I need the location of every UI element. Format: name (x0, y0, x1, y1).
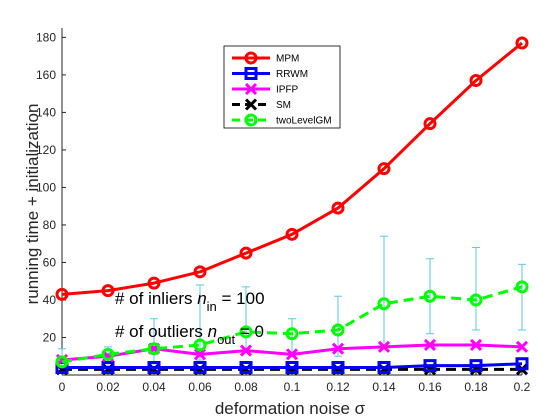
legend-marker (244, 67, 258, 80)
data-point (239, 246, 253, 260)
y-tick-label: 20 (43, 330, 57, 344)
y-tick-label: 100 (36, 180, 56, 194)
data-point (147, 276, 161, 290)
series-layer (55, 36, 529, 376)
legend-label: MPM (276, 54, 299, 65)
data-point (469, 74, 483, 88)
data-point (147, 342, 161, 356)
data-point (239, 344, 253, 357)
y-axis-label: running time + initialization (23, 104, 42, 305)
data-point (331, 323, 345, 337)
legend-label: RRWM (276, 69, 308, 80)
y-tick-label: 160 (36, 68, 56, 82)
x-tick-label: 0.14 (372, 380, 396, 394)
legend-marker (244, 98, 258, 111)
data-point (469, 293, 483, 307)
annotation-text: # of outliers nout = 0 (115, 322, 264, 347)
legend-label: SM (276, 100, 291, 111)
data-point (147, 360, 161, 374)
data-point (239, 325, 253, 339)
y-tick-label: 180 (36, 30, 56, 44)
data-point (423, 359, 437, 373)
data-point (423, 338, 437, 352)
error-bar (380, 235, 388, 350)
data-point (193, 265, 207, 279)
x-tick-label: 0.06 (188, 380, 212, 394)
data-point (193, 348, 207, 361)
data-point (55, 355, 69, 369)
data-point (193, 338, 207, 352)
y-ticks: 20 40 60 80 100 120 140 160 180 (36, 30, 66, 344)
annotations: # of inliers nin = 100 # of outliers nout… (115, 289, 265, 347)
x-tick-label: 0.12 (326, 380, 350, 394)
data-point (285, 227, 299, 241)
data-point (469, 338, 483, 352)
data-point (377, 297, 391, 311)
error-bar (472, 246, 480, 331)
data-point (285, 360, 299, 374)
x-tick-label: 0.08 (234, 380, 258, 394)
x-tick-label: 0.02 (96, 380, 120, 394)
data-point (423, 289, 437, 303)
data-point (377, 360, 391, 374)
legend-entry-ipfp: IPFP (232, 82, 299, 96)
data-point (331, 342, 345, 355)
error-bar (196, 284, 204, 361)
data-point (101, 360, 115, 374)
y-tick-label: 60 (43, 255, 57, 269)
series-mpm (55, 36, 529, 301)
data-point (515, 340, 529, 353)
data-point (377, 162, 391, 176)
annotation-text: # of inliers nin = 100 (115, 289, 265, 314)
series-ipfp (55, 338, 529, 367)
data-point (285, 327, 299, 341)
data-point (101, 284, 115, 298)
data-point (515, 357, 529, 371)
y-tick-label: 80 (43, 218, 57, 232)
x-ticks: 0 0.02 0.04 0.06 0.08 0.1 0.12 0.14 0.16 0.18 0.2 (59, 371, 531, 394)
x-tick-label: 0.16 (418, 380, 442, 394)
legend-label: IPFP (276, 85, 299, 96)
x-tick-label: 0 (59, 380, 66, 394)
data-point (469, 359, 483, 373)
series-rrwm (55, 357, 529, 374)
legend-label: twoLevelGM (276, 116, 332, 127)
data-point (377, 340, 391, 353)
legend-entry-sm: SM (232, 98, 291, 111)
data-point (285, 348, 299, 361)
x-tick-label: 0.04 (142, 380, 166, 394)
data-point (193, 360, 207, 374)
data-point (423, 117, 437, 131)
data-point (55, 287, 69, 301)
data-point (515, 280, 529, 294)
data-point (55, 360, 69, 374)
y-tick-label: 140 (36, 105, 56, 119)
series-twolevelgm (55, 280, 529, 369)
series-line-rrwm (62, 362, 523, 369)
data-point (101, 347, 115, 361)
data-point (515, 36, 529, 50)
error-bar (426, 258, 434, 335)
legend: MPM RRWM IPFP SM twoLevelGM (223, 45, 341, 129)
legend-entry-mpm: MPM (232, 51, 299, 65)
series-line-twolevelgm (61, 285, 523, 364)
data-point (331, 360, 345, 374)
legend-marker (244, 82, 258, 96)
legend-entry-twolevelgm: twoLevelGM (232, 113, 332, 127)
data-point (331, 201, 345, 215)
x-tick-label: 0.2 (514, 380, 531, 394)
y-tick-label: 120 (36, 143, 56, 157)
legend-marker (244, 113, 258, 127)
x-tick-label: 0.18 (464, 380, 488, 394)
error-bar (518, 263, 526, 331)
data-point (239, 360, 253, 374)
series-line-mpm (61, 41, 523, 296)
legend-marker (244, 51, 258, 65)
legend-entry-rrwm: RRWM (232, 67, 308, 80)
x-axis-label: deformation noise σ (215, 399, 366, 418)
y-tick-label: 40 (43, 293, 57, 307)
x-tick-label: 0.1 (284, 380, 301, 394)
legend-box (223, 45, 341, 129)
